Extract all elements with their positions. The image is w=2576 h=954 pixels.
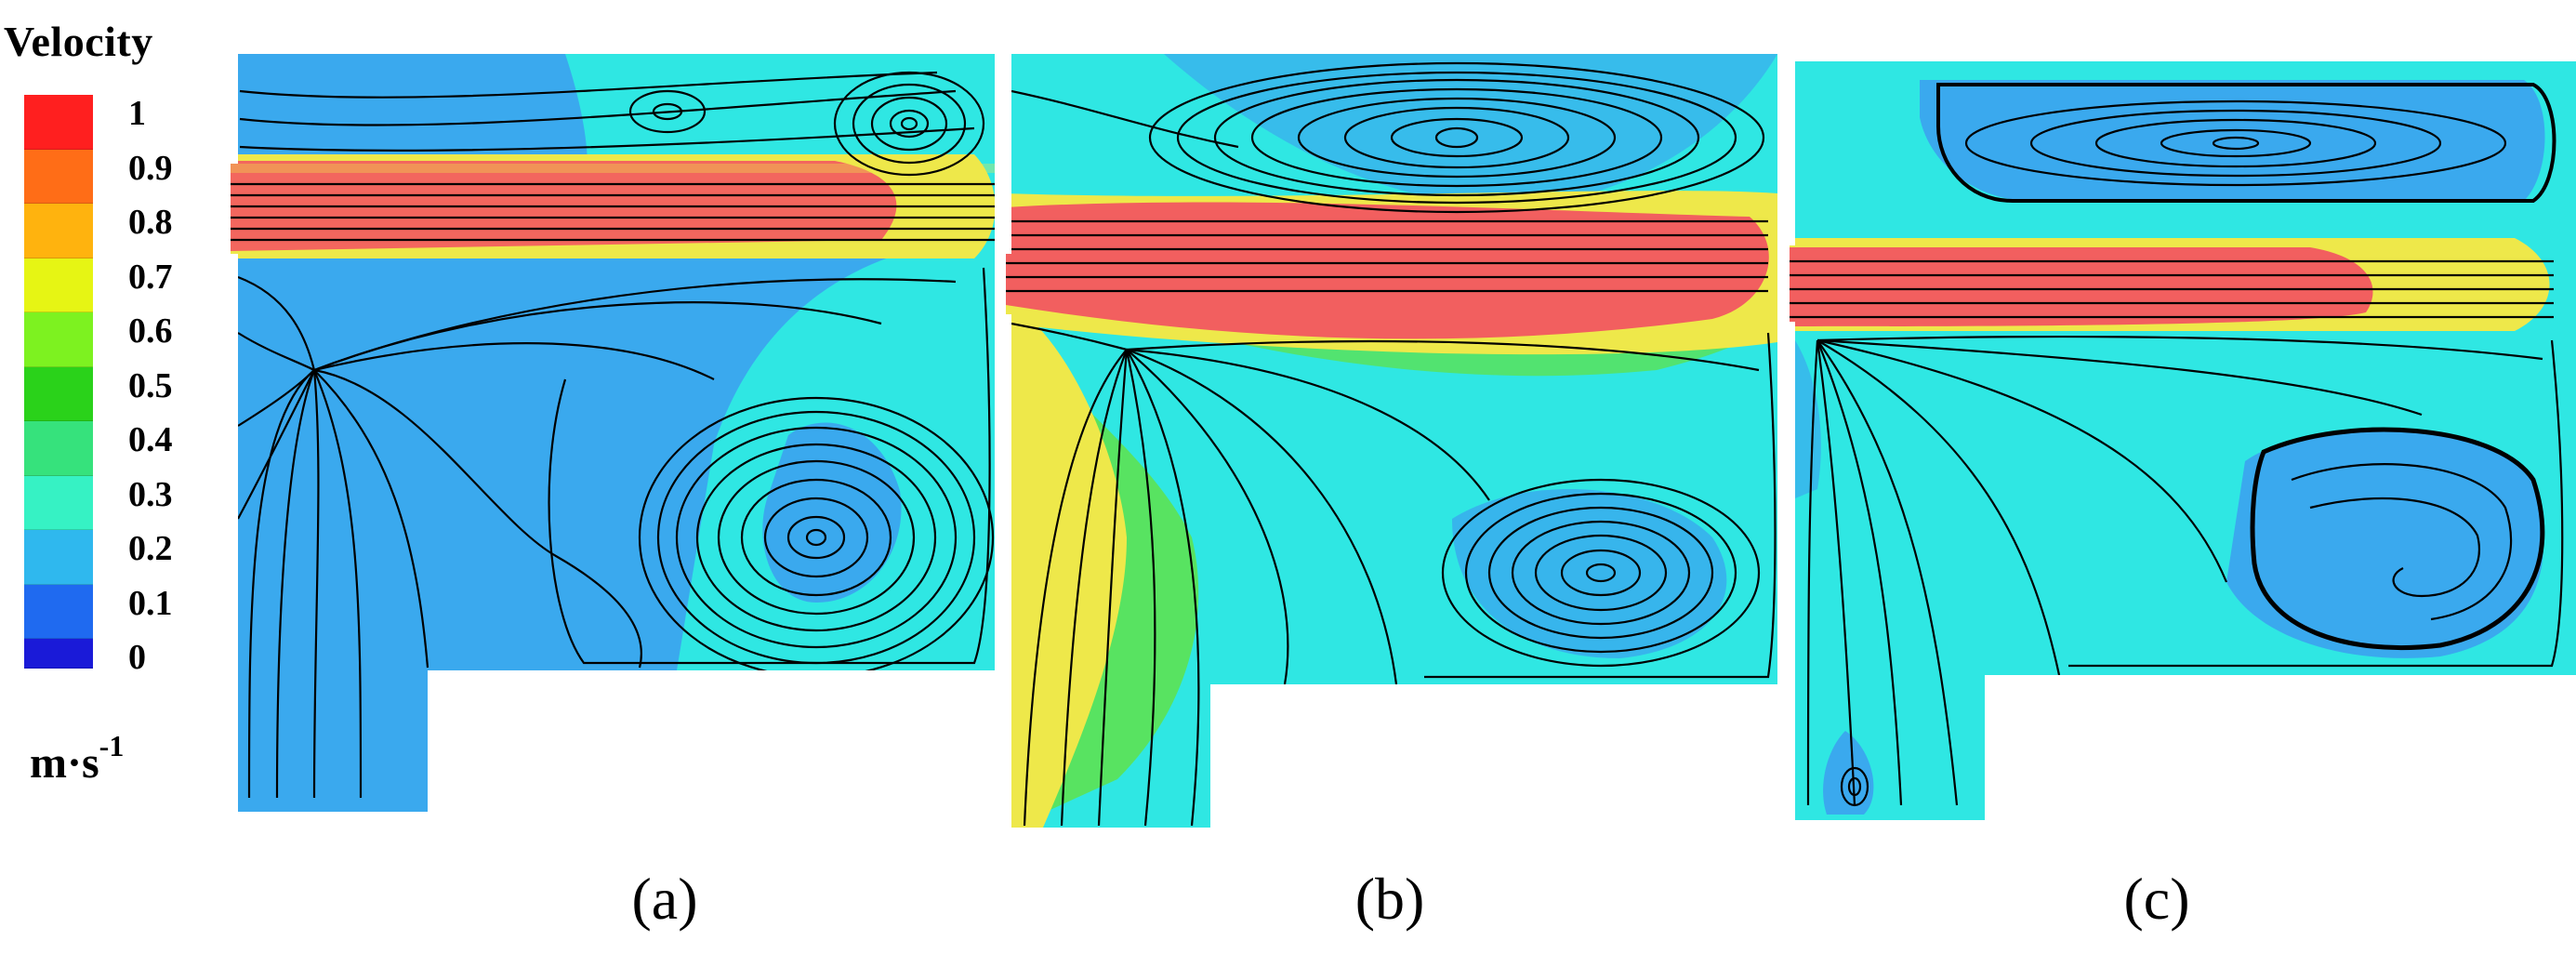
legend-color-cell: [24, 421, 93, 476]
legend-colorbar: [24, 95, 93, 669]
legend-tick-label: 0.4: [128, 420, 173, 459]
legend-tick-label: 0.8: [128, 203, 173, 242]
panel-b: [1006, 54, 1777, 828]
legend-tick-label: 0: [128, 638, 146, 677]
legend-color-cell: [24, 149, 93, 204]
legend-color-cell: [24, 366, 93, 421]
caption-c: (c): [2123, 866, 2190, 932]
legend-color-cell: [24, 475, 93, 530]
legend-title: Velocity: [4, 18, 153, 65]
legend-color-cell: [24, 639, 93, 669]
legend-unit-base: m·s: [30, 738, 99, 788]
legend-color-cell: [24, 530, 93, 585]
legend-tick-label: 0.3: [128, 474, 173, 514]
panel-a-flow-field: [231, 54, 995, 812]
legend-tick-label: 0.5: [128, 365, 173, 405]
legend-color-cell: [24, 258, 93, 312]
legend-tick-label: 0.6: [128, 311, 173, 351]
panel-c: [1790, 61, 2576, 820]
panel-a: [231, 54, 1002, 812]
legend-tick-label: 1: [128, 94, 146, 133]
legend-color-cell: [24, 312, 93, 367]
legend-unit-exponent: -1: [99, 729, 125, 762]
caption-b: (b): [1354, 866, 1425, 932]
legend-color-cell: [24, 204, 93, 258]
velocity-legend: Velocity 1 0.9 0.8 0.7 0.6 0.5 0.4 0.3 0.2 0.1 0 m…: [0, 0, 232, 837]
panel-c-flow-field: [1790, 61, 2576, 820]
legend-tick-label: 0.7: [128, 257, 173, 297]
panel-b-flow-field: [1006, 54, 1777, 828]
legend-tick-label: 0.1: [128, 583, 173, 623]
legend-color-cell: [24, 95, 93, 150]
legend-tick-label: 0.9: [128, 148, 173, 188]
legend-color-cell: [24, 584, 93, 639]
caption-a: (a): [631, 866, 698, 932]
legend-tick-label: 0.2: [128, 529, 173, 568]
legend-unit: m·s-1: [30, 729, 124, 788]
